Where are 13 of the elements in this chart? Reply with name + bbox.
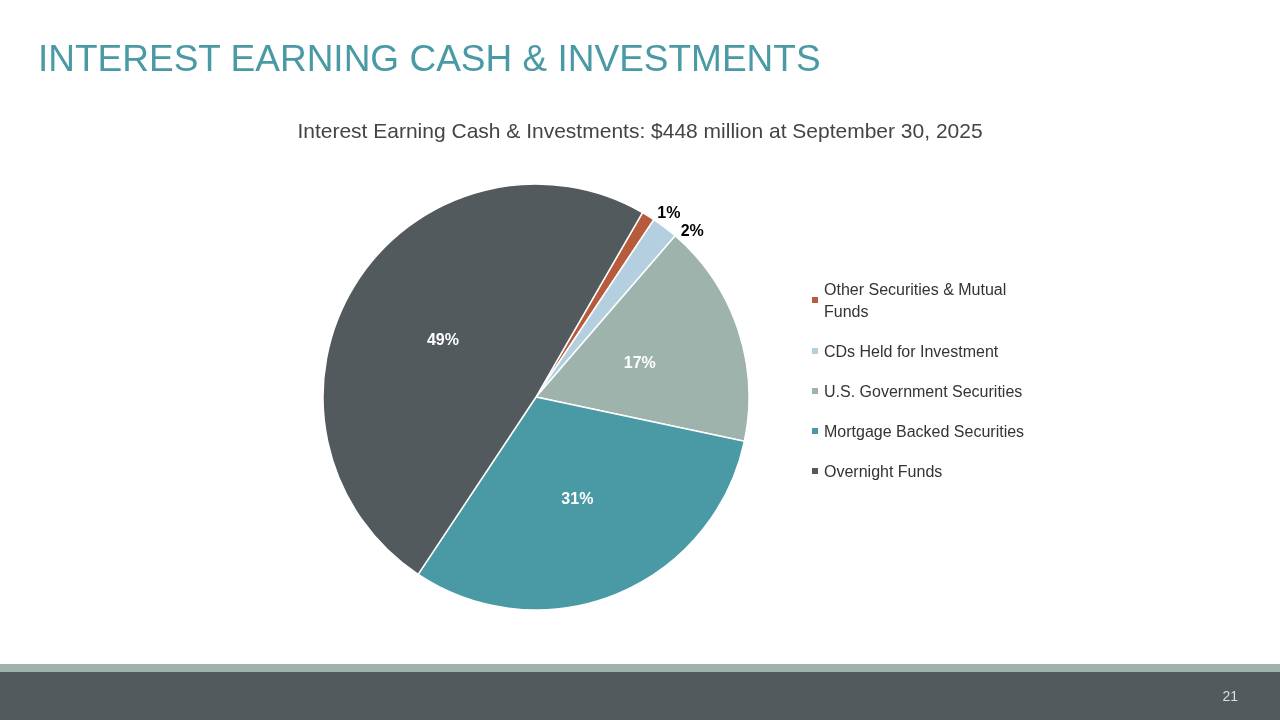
legend-label: Other Securities & Mutual Funds <box>824 280 1011 320</box>
data-label: 31% <box>561 489 594 507</box>
chart-title: INTEREST EARNING CASH & INVESTMENTS <box>38 38 821 80</box>
legend-label: Mortgage Backed Securities <box>824 422 1025 440</box>
chart-subtitle: Interest Earning Cash & Investments: $448 million at September 30, 2025 <box>297 119 983 142</box>
data-label: 49% <box>426 330 459 348</box>
legend-label: CDs Held for Investment <box>824 342 999 360</box>
legend-label: U.S. Government Securities <box>824 382 1023 400</box>
data-label: 1% <box>657 204 681 222</box>
data-label: 2% <box>680 222 704 240</box>
legend-label: Overnight Funds <box>824 462 943 480</box>
text: 21 <box>1222 688 1238 704</box>
data-label: 17% <box>623 353 656 371</box>
